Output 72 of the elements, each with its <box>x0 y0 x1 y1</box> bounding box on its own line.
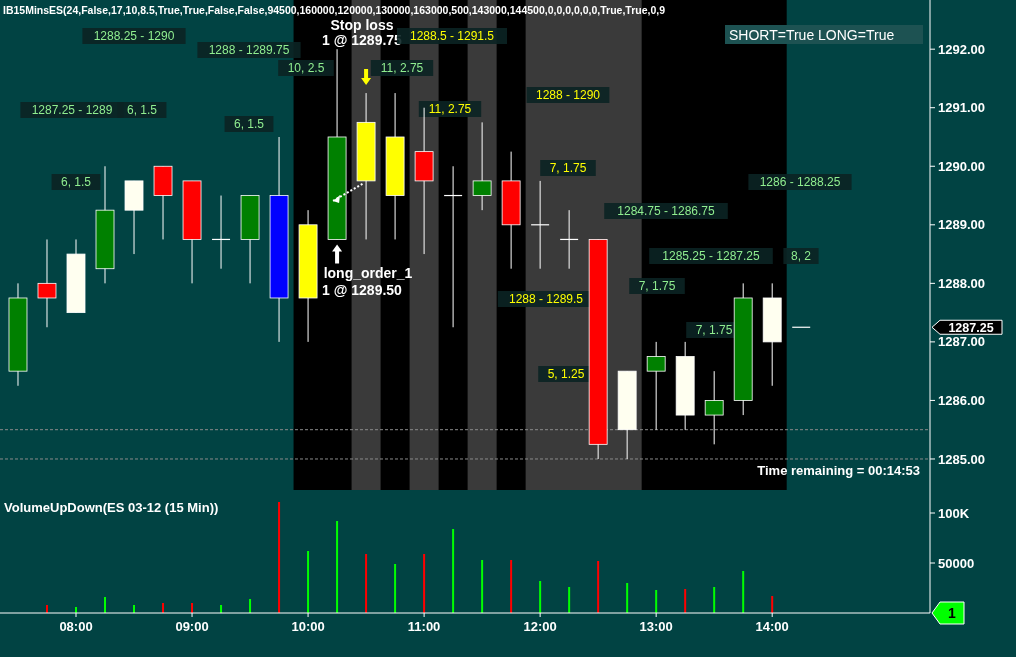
bar <box>336 521 339 613</box>
y-tick-label: 50000 <box>938 555 975 571</box>
annotation: 1287.25 - 1289 <box>31 103 113 118</box>
annotation: 7, 1.75 <box>695 323 733 338</box>
bar <box>510 560 513 613</box>
bar <box>191 603 194 613</box>
annotation: 1286 - 1288.25 <box>759 175 841 190</box>
annotation: 1288 - 1289.5 <box>508 292 584 307</box>
annotation: 11, 2.75 <box>428 102 472 117</box>
annotation: 6, 1.5 <box>126 103 158 118</box>
y-tick-label: 1287.00 <box>938 334 985 350</box>
annotation: 1284.75 - 1286.75 <box>617 204 716 219</box>
y-tick-label: 1289.00 <box>938 217 985 233</box>
y-tick-label: 1288.00 <box>938 275 985 291</box>
y-tick-label: 1286.00 <box>938 392 985 408</box>
bar <box>162 603 165 613</box>
bar <box>539 581 542 613</box>
chart-title: IB15MinsES(24,False,17,10,8.5,True,True,False,False,94500,160000,120000,130000,163000,500,143000,144500,0,0,0,0,0,0,True,True,0,9 <box>3 4 666 16</box>
annotation: long_order_1 <box>323 264 413 281</box>
bar <box>394 564 397 613</box>
bar <box>568 587 571 613</box>
text: 1287.25 <box>948 320 994 335</box>
annotation: 1 @ 1289.50 <box>322 281 403 298</box>
bar <box>104 597 107 613</box>
bar <box>365 554 368 613</box>
bar <box>481 560 484 613</box>
y-tick-label: 1292.00 <box>938 41 985 57</box>
x-tick-label: 09:00 <box>175 619 209 634</box>
annotation: 1285.25 - 1287.25 <box>662 249 761 264</box>
bar <box>655 590 658 613</box>
annotation: 8, 2 <box>790 249 812 264</box>
text: VolumeUpDown(ES 03-12 (15 Min)) <box>4 500 219 515</box>
annotation: 6, 1.5 <box>60 175 92 190</box>
bar <box>771 596 774 613</box>
annotation: 6, 1.5 <box>233 117 265 132</box>
y-tick-label: 100K <box>938 505 970 521</box>
bar <box>626 583 629 613</box>
bar <box>684 589 687 613</box>
annotation: 1288.25 - 1290 <box>93 29 175 44</box>
bar <box>423 554 426 613</box>
bar <box>278 502 281 613</box>
x-tick-label: 11:00 <box>407 619 441 634</box>
x-tick-label: 12:00 <box>523 619 557 634</box>
annotation: 5, 1.25 <box>547 367 585 382</box>
bar <box>452 529 455 613</box>
annotation: 11, 2.75 <box>380 61 424 76</box>
y-tick-label: 1291.00 <box>938 100 985 116</box>
candlestick <box>646 341 666 431</box>
bar <box>249 599 252 613</box>
bar <box>713 587 716 613</box>
annotation: 7, 1.75 <box>638 279 676 294</box>
text: 1 <box>948 605 957 622</box>
x-tick-label: 08:00 <box>59 619 93 634</box>
y-tick-label: 1285.00 <box>938 451 985 467</box>
annotation: Stop loss <box>330 16 394 33</box>
candlestick <box>472 121 492 211</box>
y-tick-label: 1290.00 <box>938 158 985 174</box>
annotation: SHORT=True LONG=True <box>729 27 895 43</box>
candlestick <box>704 370 724 445</box>
x-tick-label: 10:00 <box>291 619 325 634</box>
annotation: Time remaining = 00:14:53 <box>757 463 920 478</box>
annotation: 10, 2.5 <box>287 61 325 76</box>
bar <box>307 551 310 613</box>
bar <box>742 571 745 613</box>
annotation: 1288 - 1290 <box>535 88 601 103</box>
bar <box>597 561 600 613</box>
annotation: 1288.5 - 1291.5 <box>409 29 495 44</box>
x-tick-label: 13:00 <box>639 619 673 634</box>
annotation: 7, 1.75 <box>549 161 587 176</box>
annotation: 1288 - 1289.75 <box>208 43 290 58</box>
candlestick <box>37 238 57 328</box>
x-tick-label: 14:00 <box>755 619 789 634</box>
